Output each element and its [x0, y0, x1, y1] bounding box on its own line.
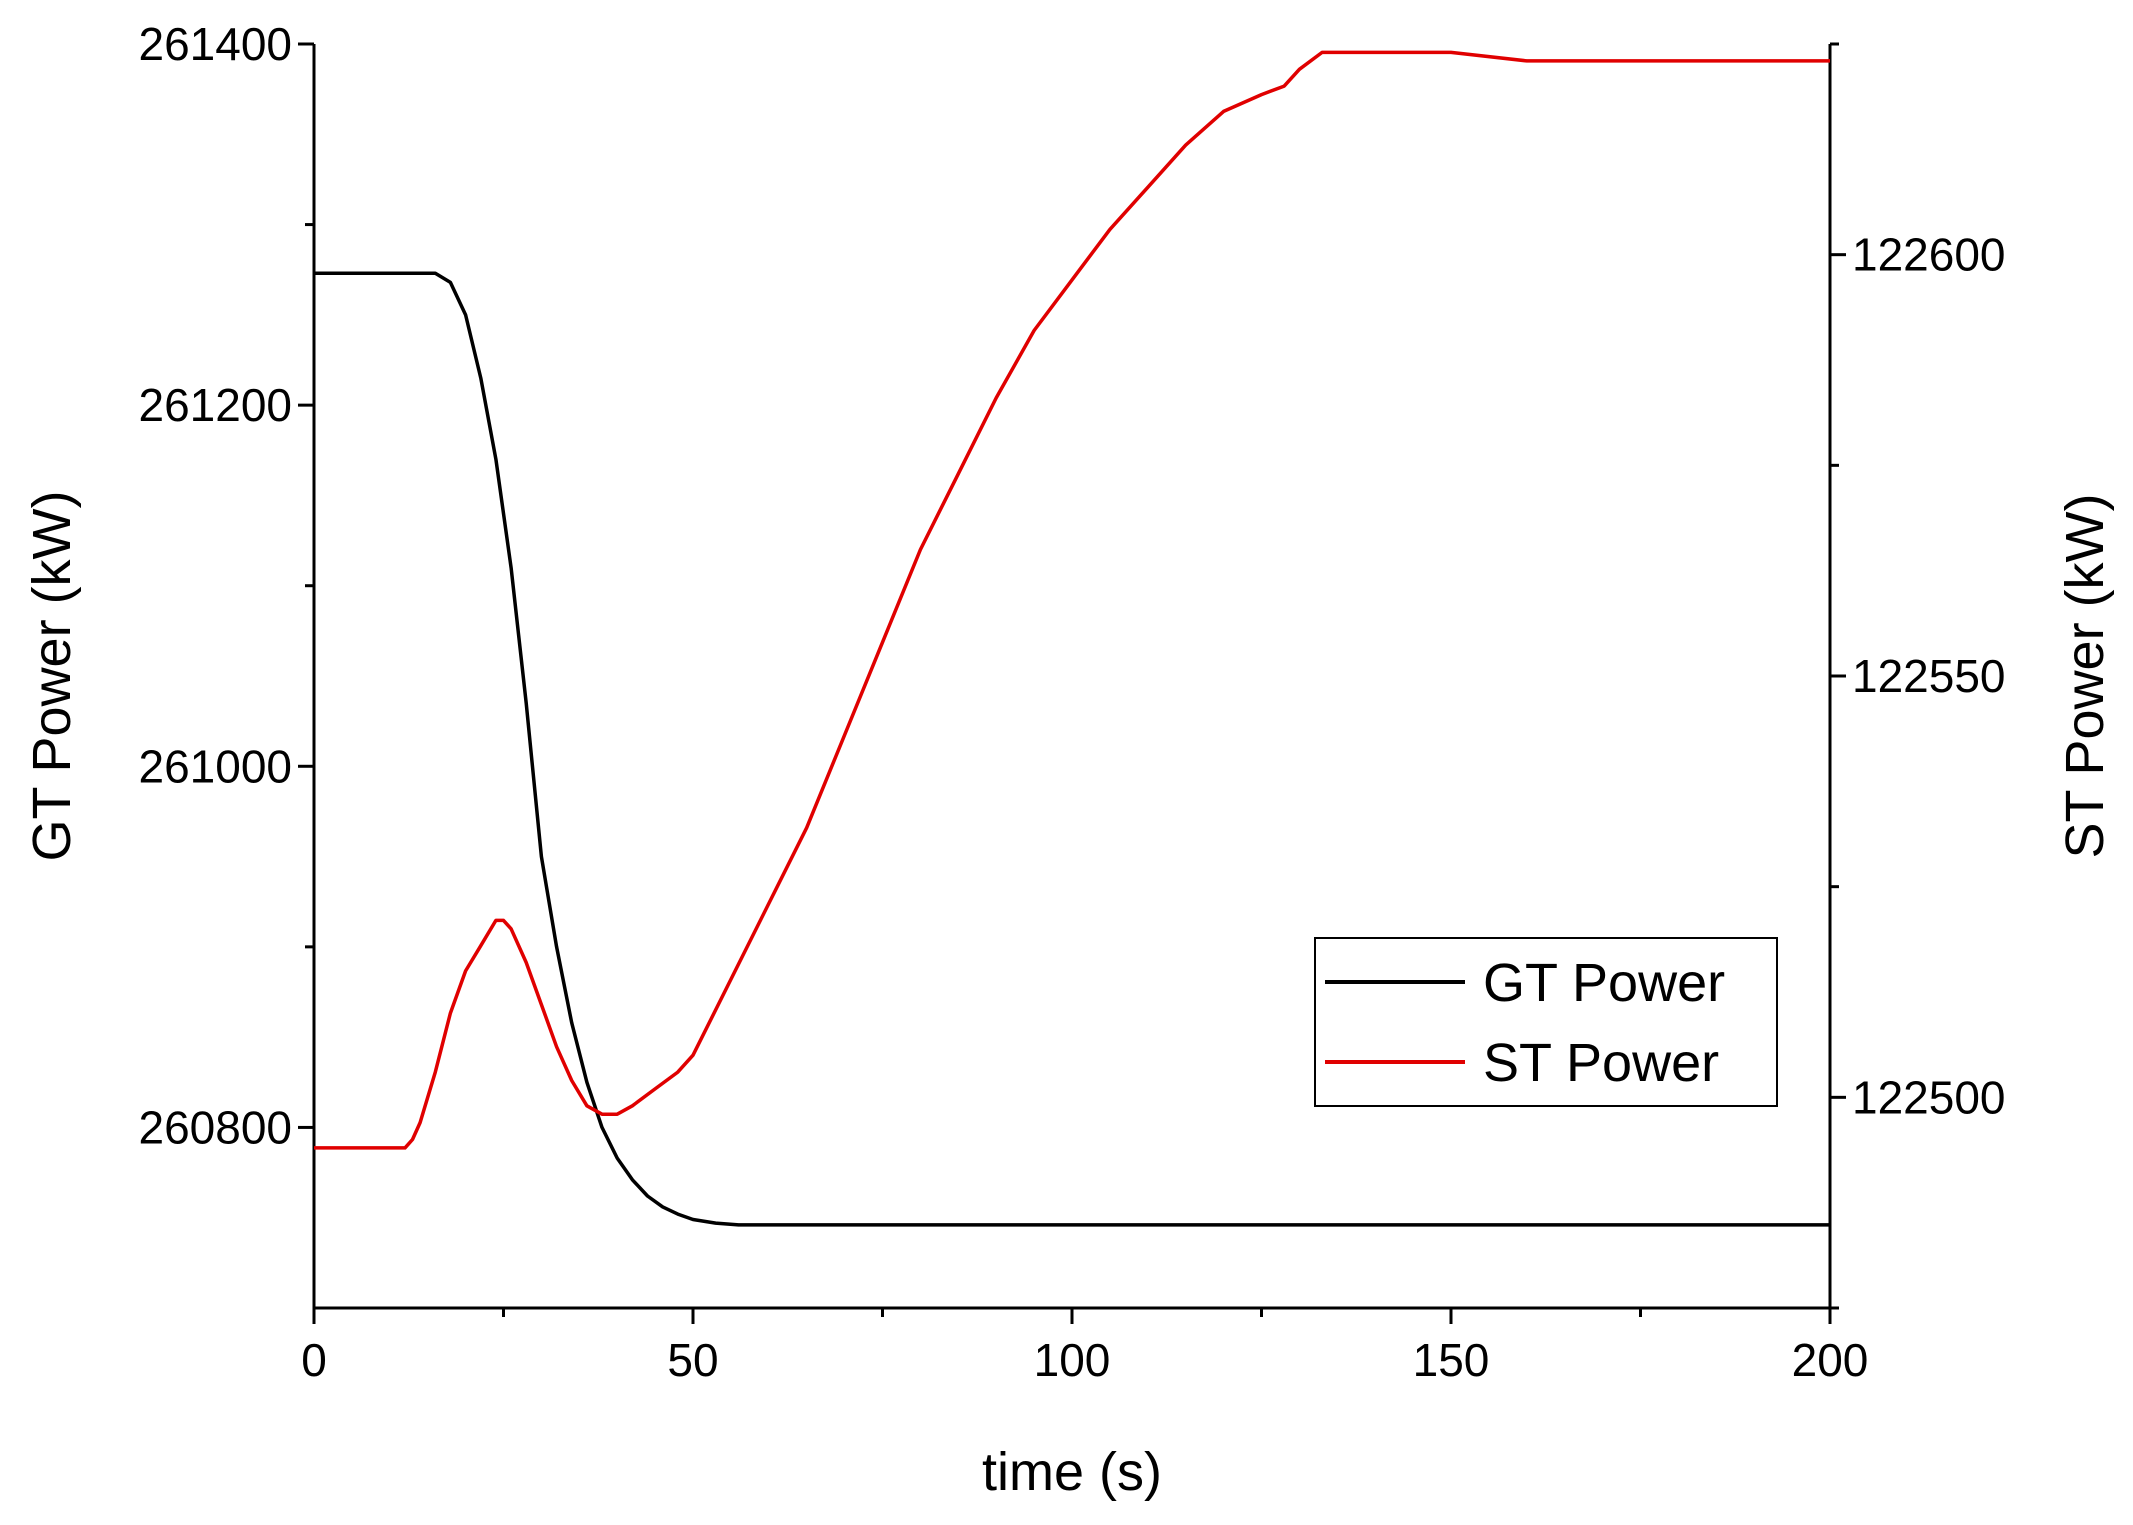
legend: GT Power ST Power	[1314, 937, 1778, 1107]
x-tick-label: 150	[1413, 1334, 1490, 1386]
x-axis-title: time (s)	[982, 1442, 1162, 1502]
legend-label-gt-power: GT Power	[1483, 953, 1725, 1013]
right-y-tick-label: 122550	[1852, 650, 2006, 702]
right-y-tick-label: 122500	[1852, 1071, 2006, 1123]
data-series	[314, 50, 1830, 1227]
left-y-tick-label: 261000	[139, 740, 293, 792]
legend-box	[1314, 937, 1778, 1107]
left-y-tick-label: 260800	[139, 1101, 293, 1153]
right-y-axis-title: ST Power (kW)	[2055, 493, 2115, 858]
series-line-gt-power	[314, 271, 1830, 1227]
left-y-axis-title: GT Power (kW)	[22, 490, 82, 861]
ticks: 0 50 100 150 200 260800 261000 261200 261400 1225…	[139, 18, 2006, 1386]
right-y-tick-label: 122600	[1852, 229, 2006, 281]
x-tick-label: 50	[667, 1334, 718, 1386]
left-y-tick-label: 261200	[139, 379, 293, 431]
x-tick-label: 200	[1792, 1334, 1869, 1386]
x-tick-label: 100	[1034, 1334, 1111, 1386]
left-y-tick-label: 261400	[139, 18, 293, 70]
x-tick-label: 0	[301, 1334, 327, 1386]
legend-label-st-power: ST Power	[1483, 1033, 1719, 1093]
series-line-st-power	[314, 50, 1830, 1150]
